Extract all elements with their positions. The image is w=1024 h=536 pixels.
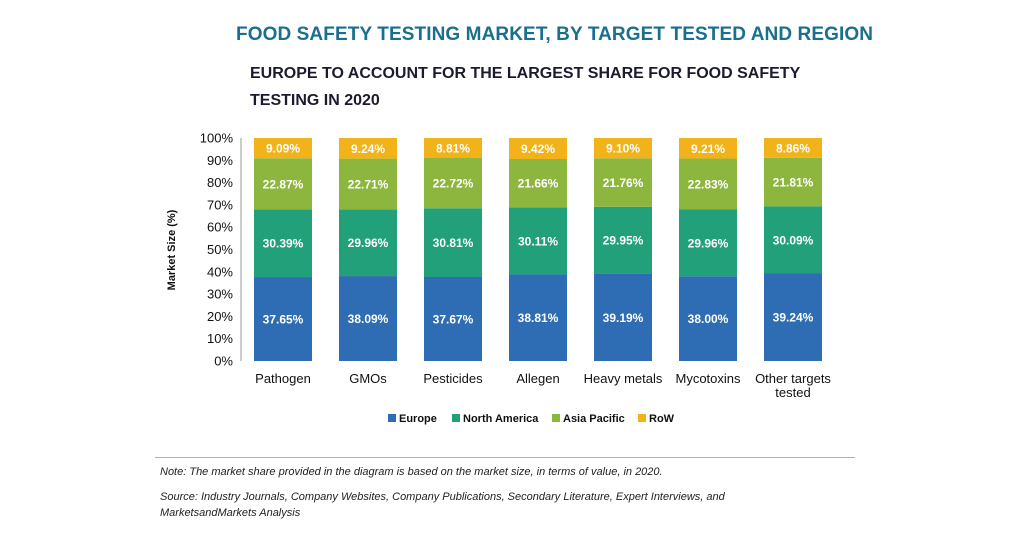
- data-label: 9.42%: [521, 142, 555, 156]
- bar-segment: [424, 157, 482, 209]
- legend-label: Asia Pacific: [563, 413, 625, 425]
- y-axis-label: Market Size (%): [166, 209, 178, 290]
- y-tick-label: 90%: [207, 153, 233, 168]
- bar-segment: [424, 137, 482, 158]
- bar-segment: [764, 138, 822, 158]
- data-label: 9.24%: [351, 142, 385, 156]
- data-label: 21.76%: [603, 176, 644, 190]
- bar-segment: [509, 138, 567, 160]
- bar-segment: [764, 157, 822, 207]
- data-label: 37.65%: [263, 313, 304, 327]
- bar-segment: [679, 158, 737, 210]
- x-tick-label: Pesticides: [423, 371, 483, 386]
- y-tick-label: 80%: [207, 175, 233, 190]
- bar-segment: [764, 206, 822, 274]
- y-tick-label: 20%: [207, 309, 233, 324]
- data-label: 21.81%: [773, 176, 814, 190]
- y-tick-label: 10%: [207, 331, 233, 346]
- data-label: 22.87%: [263, 177, 304, 191]
- data-label: 22.71%: [348, 177, 389, 191]
- bar-segment: [764, 273, 822, 361]
- bar-segment: [339, 276, 397, 361]
- data-label: 39.24%: [773, 311, 814, 325]
- bar-segment: [509, 274, 567, 361]
- y-tick-label: 100%: [200, 131, 234, 146]
- data-label: 9.21%: [691, 142, 725, 156]
- bar-segment: [424, 208, 482, 277]
- data-label: 8.81%: [436, 141, 470, 155]
- bar-segment: [339, 138, 397, 159]
- y-tick-label: 30%: [207, 287, 233, 302]
- legend-swatch: [388, 414, 396, 422]
- bar-segment: [424, 276, 482, 361]
- bar-segment: [679, 276, 737, 361]
- bar-segment: [254, 138, 312, 159]
- chart-note: Note: The market share provided in the d…: [160, 466, 663, 478]
- divider: [155, 457, 855, 458]
- bar-segment: [594, 138, 652, 159]
- legend-label: Europe: [399, 413, 437, 425]
- bar-segment: [679, 138, 737, 159]
- chart-title: FOOD SAFETY TESTING MARKET, BY TARGET TE…: [236, 24, 874, 45]
- y-tick-label: 50%: [207, 242, 233, 257]
- data-label: 29.96%: [688, 236, 729, 250]
- data-label: 29.96%: [348, 236, 389, 250]
- bar-segment: [254, 158, 312, 210]
- data-label: 38.00%: [688, 312, 729, 326]
- y-tick-label: 0%: [214, 354, 233, 369]
- data-label: 30.81%: [433, 236, 474, 250]
- data-label: 9.10%: [606, 142, 640, 156]
- y-tick-label: 70%: [207, 197, 233, 212]
- data-label: 21.66%: [518, 177, 559, 191]
- legend-label: RoW: [649, 413, 675, 425]
- bar-segment: [594, 206, 652, 274]
- data-label: 30.11%: [518, 234, 558, 248]
- bar-segment: [339, 209, 397, 277]
- data-label: 29.95%: [603, 234, 644, 248]
- legend-swatch: [452, 414, 460, 422]
- x-tick-label: Heavy metals: [584, 371, 663, 386]
- legend-swatch: [638, 414, 646, 422]
- x-tick-label: Mycotoxins: [675, 371, 741, 386]
- data-label: 30.09%: [773, 233, 814, 247]
- x-tick-label: tested: [775, 385, 810, 400]
- data-label: 22.72%: [433, 176, 474, 190]
- x-tick-label: Pathogen: [255, 371, 311, 386]
- chart-subtitle: EUROPE TO ACCOUNT FOR THE LARGEST SHARE …: [250, 65, 800, 109]
- x-tick-label: GMOs: [349, 371, 387, 386]
- data-label: 38.09%: [348, 312, 389, 326]
- stacked-bar-chart: 0% 10% 20% 30% 40% 50% 60% 70% 80% 90% 100% Market …: [166, 131, 831, 426]
- bar-segment: [339, 158, 397, 210]
- y-tick-label: 40%: [207, 264, 233, 279]
- legend-swatch: [552, 414, 560, 422]
- data-label: 30.39%: [263, 237, 304, 251]
- data-label: 37.67%: [433, 312, 474, 326]
- bar-segment: [594, 158, 652, 207]
- data-label: 8.86%: [776, 141, 810, 155]
- bar-segment: [254, 277, 312, 361]
- data-label: 38.81%: [518, 311, 559, 325]
- bar-segment: [594, 273, 652, 361]
- x-tick-label: Allegen: [516, 371, 559, 386]
- bar-segment: [254, 209, 312, 278]
- y-tick-label: 60%: [207, 220, 233, 235]
- data-label: 22.83%: [688, 177, 729, 191]
- chart-source: Source: Industry Journals, Company Websi…: [160, 491, 725, 519]
- bar-segment: [679, 209, 737, 277]
- bar-segment: [509, 207, 567, 275]
- data-label: 39.19%: [603, 311, 644, 325]
- data-label: 9.09%: [266, 142, 300, 156]
- x-tick-label: Other targets: [755, 371, 831, 386]
- bar-segment: [509, 159, 567, 208]
- legend-label: North America: [463, 413, 539, 425]
